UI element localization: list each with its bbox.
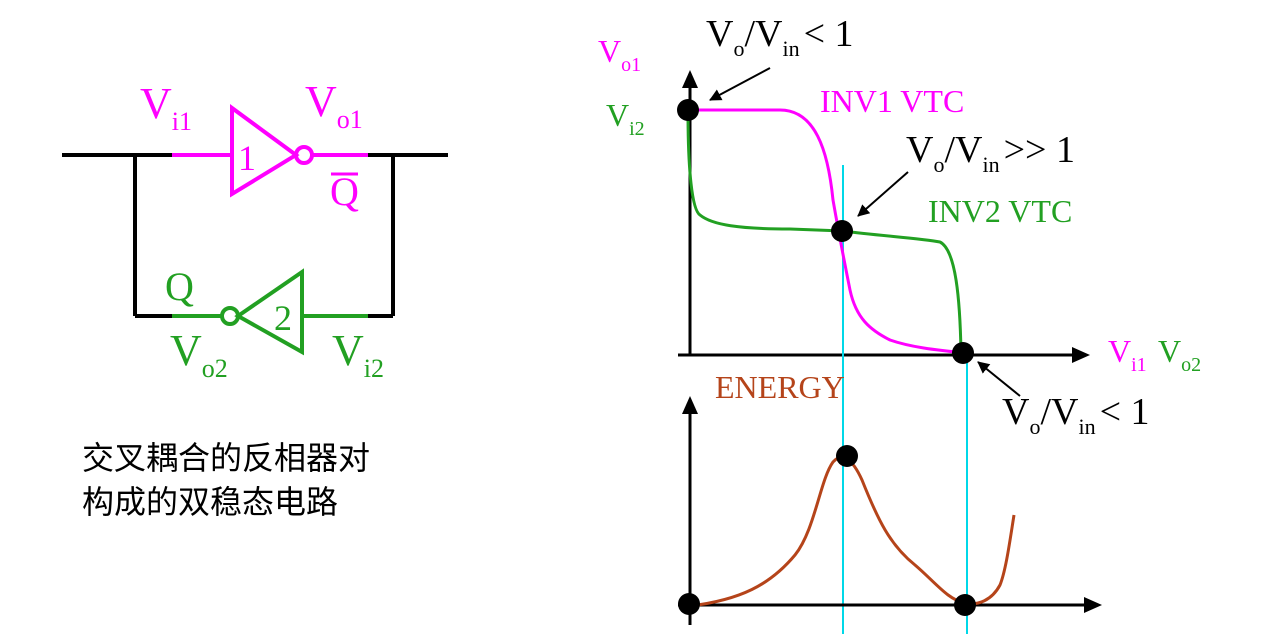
- inv1-vtc-label: INV1 VTC: [820, 83, 964, 119]
- stable-point-bottom: [952, 342, 974, 364]
- inverter-1: [172, 104, 368, 198]
- stable-point-guides: [842, 165, 968, 634]
- annotation-gain-mid: Vo/Vin >> 1: [906, 129, 1075, 177]
- label-vo2: Vo2: [170, 326, 228, 383]
- label-vi1: Vi1: [140, 79, 192, 136]
- label-qbar: Q: [330, 169, 359, 214]
- annotation-gain-bottom: Vo/Vin < 1: [1002, 391, 1150, 439]
- energy-label: ENERGY: [715, 369, 845, 405]
- inverter-1-number: 1: [238, 138, 256, 178]
- annotation-mid-arrow: [857, 171, 909, 217]
- circuit-caption: 交叉耦合的反相器对 构成的双稳态电路: [82, 436, 370, 524]
- vtc-operating-points: [677, 99, 974, 364]
- y-axis-label-vi2: Vi2: [606, 97, 645, 140]
- x-axis-label-vo2: Vo2: [1158, 333, 1201, 376]
- energy-max: [836, 445, 858, 467]
- x-axis-label-vi1: Vi1: [1108, 333, 1147, 376]
- annotation-top-arrow: [709, 67, 771, 101]
- feedback-wires: [62, 153, 448, 318]
- caption-line-2: 构成的双稳态电路: [82, 483, 339, 521]
- stable-point-top: [677, 99, 699, 121]
- annotation-gain-top: Vo/Vin < 1: [706, 13, 854, 61]
- inv2-vtc-label: INV2 VTC: [928, 193, 1072, 229]
- energy-min-right: [954, 594, 976, 616]
- label-vo1: Vo1: [305, 77, 363, 134]
- metastable-point: [831, 220, 853, 242]
- inverter-2: [172, 268, 368, 356]
- energy-curve: [689, 456, 1016, 608]
- caption-line-1: 交叉耦合的反相器对: [82, 439, 371, 477]
- label-q: Q: [165, 264, 194, 309]
- latch-circuit: 1 2 Vi1 Vo1 Q Q Vo2 Vi2: [62, 77, 448, 383]
- energy-points: [678, 445, 976, 616]
- inv1-vtc-curve: [688, 108, 966, 355]
- inverter-2-number: 2: [274, 298, 292, 338]
- annotation-bottom-arrow: [977, 361, 1021, 397]
- vtc-axes: [678, 70, 1090, 363]
- y-axis-label-vo1: Vo1: [598, 33, 641, 76]
- energy-min-left: [678, 593, 700, 615]
- energy-axes: [678, 396, 1102, 625]
- vtc-graph: Vo1 Vi2 Vi1 Vo2 INV1 VTC INV2 VTC Vo/Vin…: [598, 13, 1201, 634]
- label-vi2: Vi2: [332, 326, 384, 383]
- energy-graph: ENERGY: [678, 369, 1102, 625]
- inv2-vtc-curve: [686, 111, 963, 353]
